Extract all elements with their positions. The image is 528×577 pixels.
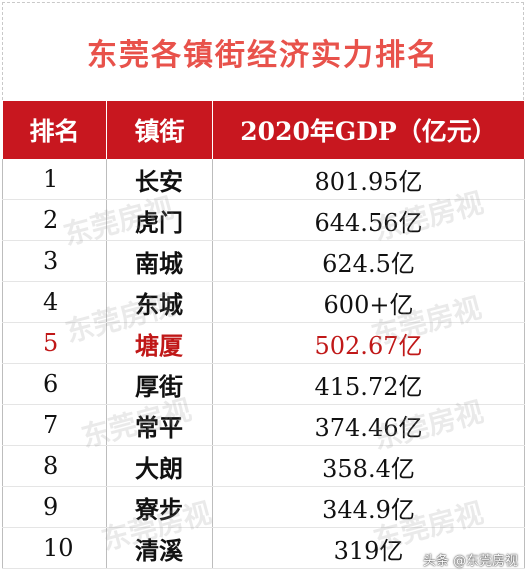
gdp-cell: 801.95亿 [212,159,525,200]
rank-cell: 3 [2,240,107,282]
town-cell: 东城 [106,281,213,323]
table-row: 4 东城 600+亿 [2,281,525,323]
town-cell: 南城 [106,240,213,282]
source-credit: 头条 @东莞房视 [422,554,518,569]
table-row: 1 长安 801.95亿 [2,159,525,200]
gdp-cell: 624.5亿 [212,240,525,282]
rank-cell: 2 [2,199,107,241]
rank-cell: 4 [2,281,107,323]
table-row: 3 南城 624.5亿 [2,240,525,282]
town-cell: 大朗 [106,445,213,487]
rank-cell: 10 [2,527,107,569]
gdp-cell: 344.9亿 [212,486,525,528]
town-cell: 寮步 [106,486,213,528]
rank-cell: 7 [2,404,107,446]
page-title: 东莞各镇街经济实力排名 [87,37,439,73]
header-gdp: 2020年GDP（亿元） [212,101,525,159]
town-cell: 虎门 [106,199,213,241]
table-row: 9 寮步 344.9亿 [2,486,525,528]
town-cell: 厚街 [106,363,213,405]
table-row: 7 常平 374.46亿 [2,404,525,446]
gdp-cell: 502.67亿 [212,322,525,364]
town-cell: 清溪 [106,527,213,569]
ranking-table: 排名 镇街 2020年GDP（亿元） 1 长安 801.95亿 2 虎门 644.56亿… [2,101,525,569]
table-row: 2 虎门 644.56亿 [2,199,525,241]
gdp-cell: 374.46亿 [212,404,525,446]
gdp-cell: 644.56亿 [212,199,525,241]
header-town: 镇街 [106,101,213,159]
table-row: 8 大朗 358.4亿 [2,445,525,487]
gdp-cell: 600+亿 [212,281,525,323]
town-cell: 常平 [106,404,213,446]
table-row: 6 厚街 415.72亿 [2,363,525,405]
header-row: 排名 镇街 2020年GDP（亿元） [2,101,525,159]
rank-cell: 9 [2,486,107,528]
rank-cell: 5 [2,322,107,364]
town-cell: 塘厦 [106,322,213,364]
rank-cell: 8 [2,445,107,487]
table-row: 10 清溪 319亿 [2,527,525,569]
gdp-cell: 415.72亿 [212,363,525,405]
rank-cell: 6 [2,363,107,405]
rank-cell: 1 [2,159,107,200]
title-box: 东莞各镇街经济实力排名 [2,2,524,100]
header-rank: 排名 [2,101,107,159]
gdp-cell: 358.4亿 [212,445,525,487]
gdp-cell: 319亿 [212,527,525,569]
town-cell: 长安 [106,159,213,200]
table-row-highlighted: 5 塘厦 502.67亿 [2,322,525,364]
